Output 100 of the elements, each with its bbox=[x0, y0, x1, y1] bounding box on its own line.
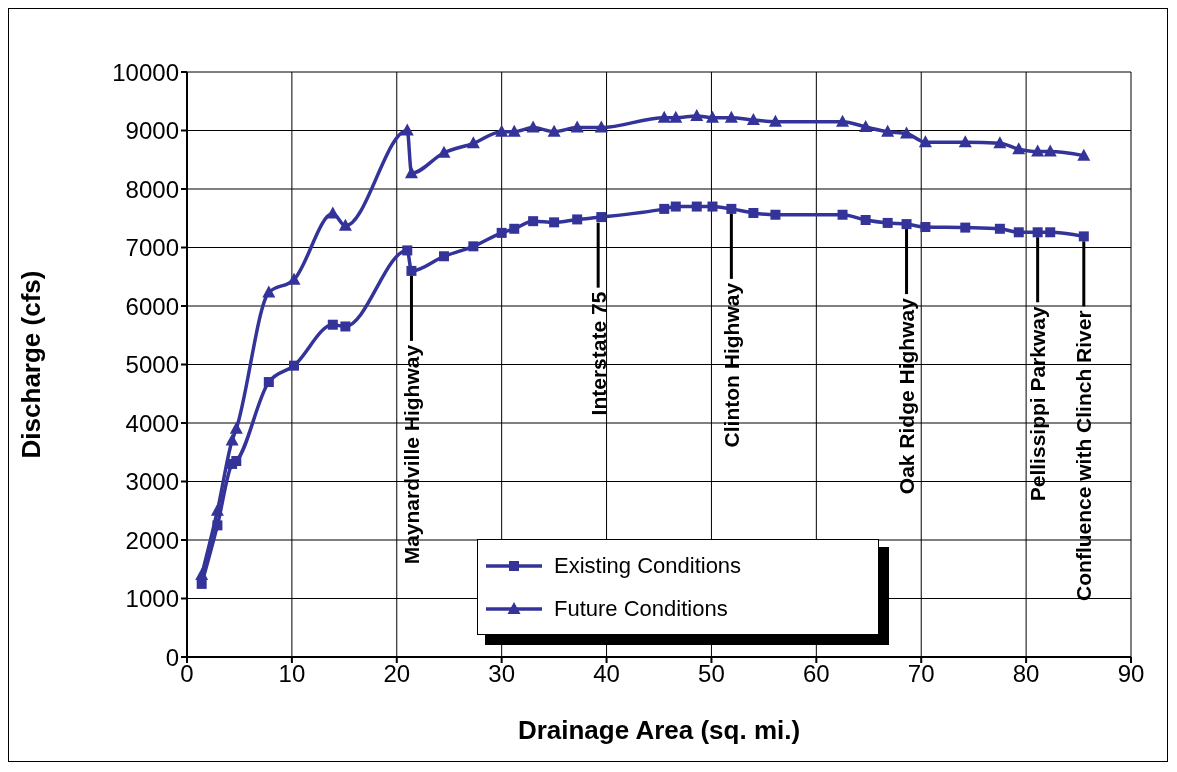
point bbox=[960, 222, 971, 233]
y-tick-label: 10000 bbox=[112, 58, 179, 86]
y-axis-title: Discharge (cfs) bbox=[16, 270, 47, 459]
point bbox=[690, 108, 704, 121]
y-tick-label: 0 bbox=[165, 643, 179, 671]
point bbox=[1078, 231, 1089, 242]
point bbox=[707, 201, 718, 212]
point bbox=[724, 110, 738, 123]
point bbox=[402, 245, 413, 256]
point bbox=[340, 321, 351, 332]
point bbox=[326, 206, 340, 219]
y-tick-label: 7000 bbox=[125, 234, 179, 262]
point bbox=[263, 377, 274, 388]
point bbox=[900, 126, 914, 139]
point bbox=[437, 145, 451, 158]
annotation: Interstate 75 bbox=[586, 291, 610, 416]
point bbox=[901, 219, 912, 230]
point bbox=[210, 503, 224, 516]
point bbox=[596, 212, 607, 223]
y-tick-label: 8000 bbox=[125, 175, 179, 203]
x-tick-label: 70 bbox=[907, 660, 935, 688]
point bbox=[231, 456, 242, 467]
point bbox=[1043, 144, 1057, 157]
point bbox=[958, 135, 972, 148]
point bbox=[657, 110, 671, 123]
annotation: Oak Ridge Highway bbox=[895, 297, 919, 495]
point bbox=[670, 201, 681, 212]
y-tick-label: 3000 bbox=[125, 468, 179, 496]
x-tick-label: 20 bbox=[383, 660, 411, 688]
point bbox=[288, 360, 299, 371]
y-tick-label: 4000 bbox=[125, 409, 179, 437]
point bbox=[570, 120, 584, 133]
y-tick-label: 6000 bbox=[125, 292, 179, 320]
x-tick-label: 40 bbox=[593, 660, 620, 688]
point bbox=[526, 120, 540, 133]
point bbox=[746, 112, 760, 125]
point bbox=[881, 124, 895, 137]
point bbox=[594, 120, 608, 133]
point bbox=[882, 217, 893, 228]
x-tick-label: 80 bbox=[1012, 660, 1040, 688]
point bbox=[691, 201, 702, 212]
point bbox=[327, 319, 338, 330]
point bbox=[509, 223, 520, 234]
point bbox=[748, 207, 759, 218]
point bbox=[1045, 227, 1056, 238]
point bbox=[572, 214, 583, 225]
point bbox=[1077, 148, 1091, 161]
x-axis-title: Drainage Area (sq. mi.) bbox=[517, 715, 801, 745]
point bbox=[1031, 144, 1045, 157]
point bbox=[528, 216, 539, 227]
y-tick-label: 9000 bbox=[125, 117, 179, 145]
point bbox=[705, 110, 719, 123]
legend-label: Future Conditions bbox=[554, 595, 728, 622]
point bbox=[837, 209, 848, 220]
point bbox=[404, 166, 418, 179]
point bbox=[287, 272, 301, 285]
point bbox=[1013, 227, 1024, 238]
point bbox=[496, 227, 507, 238]
point bbox=[338, 218, 352, 231]
y-tick-label: 2000 bbox=[125, 526, 179, 554]
point bbox=[229, 421, 243, 434]
point bbox=[836, 114, 850, 127]
point bbox=[859, 119, 873, 132]
point bbox=[468, 241, 479, 252]
point bbox=[406, 265, 417, 276]
annotation: Confluence with Clinch River bbox=[1072, 310, 1096, 601]
legend-label: Existing Conditions bbox=[554, 552, 742, 579]
point bbox=[920, 222, 931, 233]
point bbox=[400, 123, 414, 136]
point bbox=[212, 520, 223, 531]
x-tick-label: 60 bbox=[802, 660, 830, 688]
x-tick-label: 50 bbox=[698, 660, 725, 688]
x-tick-label: 30 bbox=[488, 660, 516, 688]
annotation: Pellissippi Parkway bbox=[1026, 305, 1050, 502]
point bbox=[495, 124, 509, 137]
point bbox=[547, 124, 561, 137]
point bbox=[507, 124, 521, 137]
point bbox=[994, 223, 1005, 234]
point bbox=[993, 136, 1007, 149]
point bbox=[549, 217, 560, 228]
y-tick-label: 1000 bbox=[125, 585, 179, 613]
point bbox=[918, 135, 932, 148]
point bbox=[768, 114, 782, 127]
point bbox=[438, 251, 449, 262]
y-tick-label: 5000 bbox=[125, 351, 179, 379]
x-tick-label: 10 bbox=[278, 660, 306, 688]
point bbox=[770, 209, 781, 220]
point bbox=[1032, 227, 1043, 238]
point bbox=[262, 285, 276, 298]
x-tick-label: 90 bbox=[1117, 660, 1145, 688]
point bbox=[1012, 142, 1026, 155]
point bbox=[466, 136, 480, 149]
point bbox=[860, 215, 871, 226]
annotation: Clinton Highway bbox=[719, 282, 743, 448]
point bbox=[195, 568, 209, 581]
point bbox=[659, 203, 670, 214]
point bbox=[669, 110, 683, 123]
annotation: Maynardville Highway bbox=[399, 344, 423, 565]
point bbox=[726, 203, 737, 214]
point bbox=[225, 433, 239, 446]
